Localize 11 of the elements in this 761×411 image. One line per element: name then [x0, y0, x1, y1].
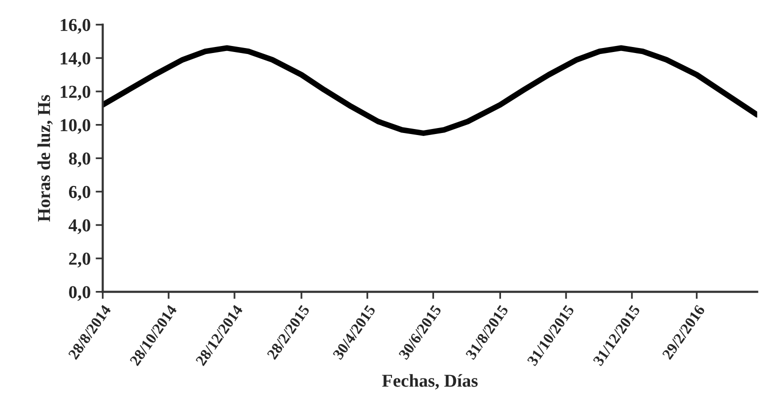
- y-tick-label: 14,0: [60, 52, 90, 68]
- y-tick-label: 6,0: [68, 186, 90, 201]
- x-axis-title: Fechas, Días: [382, 374, 478, 390]
- y-axis-title: Horas de luz, Hs: [37, 94, 53, 222]
- y-tick-label: 2,0: [69, 252, 90, 268]
- y-tick-label: 4,0: [68, 219, 90, 234]
- y-tick-label: 10,0: [60, 119, 90, 134]
- y-tick-label: 16,0: [60, 18, 90, 34]
- y-tick-label: 0,0: [69, 286, 90, 301]
- y-tick-label: 8,0: [68, 152, 90, 168]
- y-tick-label: 12,0: [60, 86, 90, 101]
